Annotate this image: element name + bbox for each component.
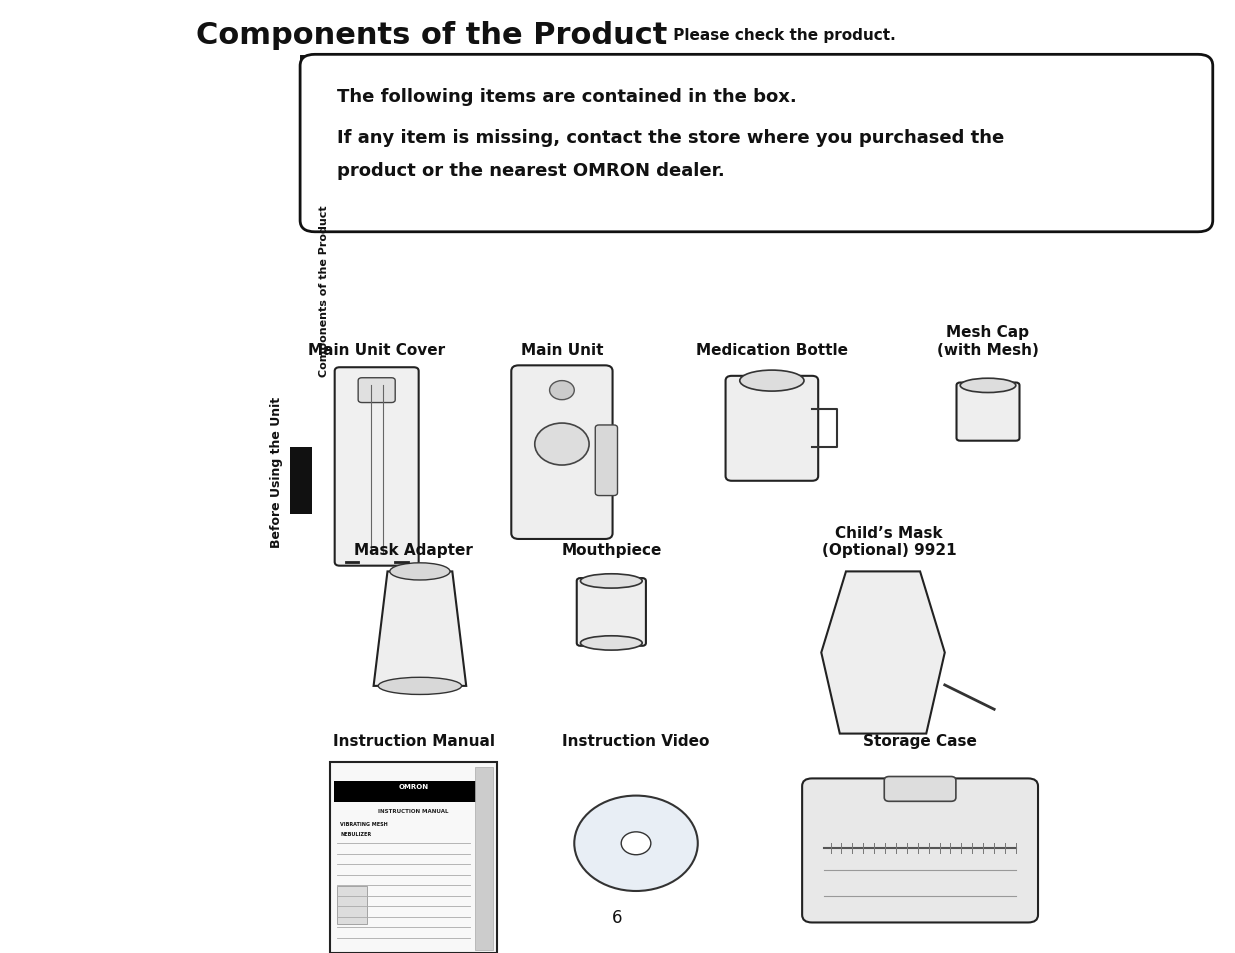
Text: VIBRATING MESH: VIBRATING MESH: [340, 821, 388, 826]
Text: Before Using the Unit: Before Using the Unit: [270, 396, 283, 547]
Ellipse shape: [378, 678, 462, 695]
Text: INSTRUCTION MANUAL: INSTRUCTION MANUAL: [378, 808, 450, 813]
FancyBboxPatch shape: [335, 368, 419, 566]
Bar: [333, 781, 493, 802]
Text: OMRON: OMRON: [399, 783, 429, 789]
Text: Storage Case: Storage Case: [863, 733, 977, 748]
Text: Instruction Video: Instruction Video: [562, 733, 710, 748]
Polygon shape: [373, 572, 466, 686]
Text: Components of the Product: Components of the Product: [195, 21, 667, 50]
Text: Mouthpiece: Mouthpiece: [561, 542, 662, 558]
Ellipse shape: [390, 563, 450, 580]
FancyBboxPatch shape: [577, 578, 646, 646]
Ellipse shape: [580, 637, 642, 650]
Text: If any item is missing, contact the store where you purchased the: If any item is missing, contact the stor…: [337, 129, 1004, 147]
Text: Main Unit Cover: Main Unit Cover: [308, 342, 446, 357]
Text: Medication Bottle: Medication Bottle: [695, 342, 848, 357]
Bar: [290, 448, 312, 515]
Text: Instruction Manual: Instruction Manual: [332, 733, 495, 748]
FancyBboxPatch shape: [884, 777, 956, 801]
Text: Components of the Product: Components of the Product: [319, 205, 329, 376]
Circle shape: [574, 796, 698, 891]
Circle shape: [550, 381, 574, 400]
Bar: [331, 762, 496, 953]
FancyBboxPatch shape: [300, 55, 1213, 233]
FancyBboxPatch shape: [803, 779, 1037, 923]
Bar: [336, 886, 368, 924]
FancyBboxPatch shape: [956, 383, 1020, 441]
Text: 6: 6: [613, 908, 622, 925]
Ellipse shape: [961, 379, 1015, 394]
Text: Mask Adapter: Mask Adapter: [354, 542, 473, 558]
Text: product or the nearest OMRON dealer.: product or the nearest OMRON dealer.: [337, 162, 725, 180]
FancyBboxPatch shape: [511, 366, 613, 539]
Text: Child’s Mask
(Optional) 9921: Child’s Mask (Optional) 9921: [821, 525, 957, 558]
Ellipse shape: [580, 574, 642, 588]
Text: NEBULIZER: NEBULIZER: [340, 831, 372, 836]
Text: Mesh Cap
(with Mesh): Mesh Cap (with Mesh): [937, 325, 1039, 357]
Text: Main Unit: Main Unit: [521, 342, 603, 357]
Bar: [474, 767, 494, 950]
Ellipse shape: [740, 371, 804, 392]
Circle shape: [621, 832, 651, 855]
FancyBboxPatch shape: [595, 426, 618, 497]
Text: Please check the product.: Please check the product.: [668, 28, 895, 43]
Circle shape: [535, 424, 589, 466]
Text: The following items are contained in the box.: The following items are contained in the…: [337, 88, 797, 106]
FancyBboxPatch shape: [726, 376, 818, 481]
Polygon shape: [821, 572, 945, 734]
FancyBboxPatch shape: [358, 378, 395, 403]
